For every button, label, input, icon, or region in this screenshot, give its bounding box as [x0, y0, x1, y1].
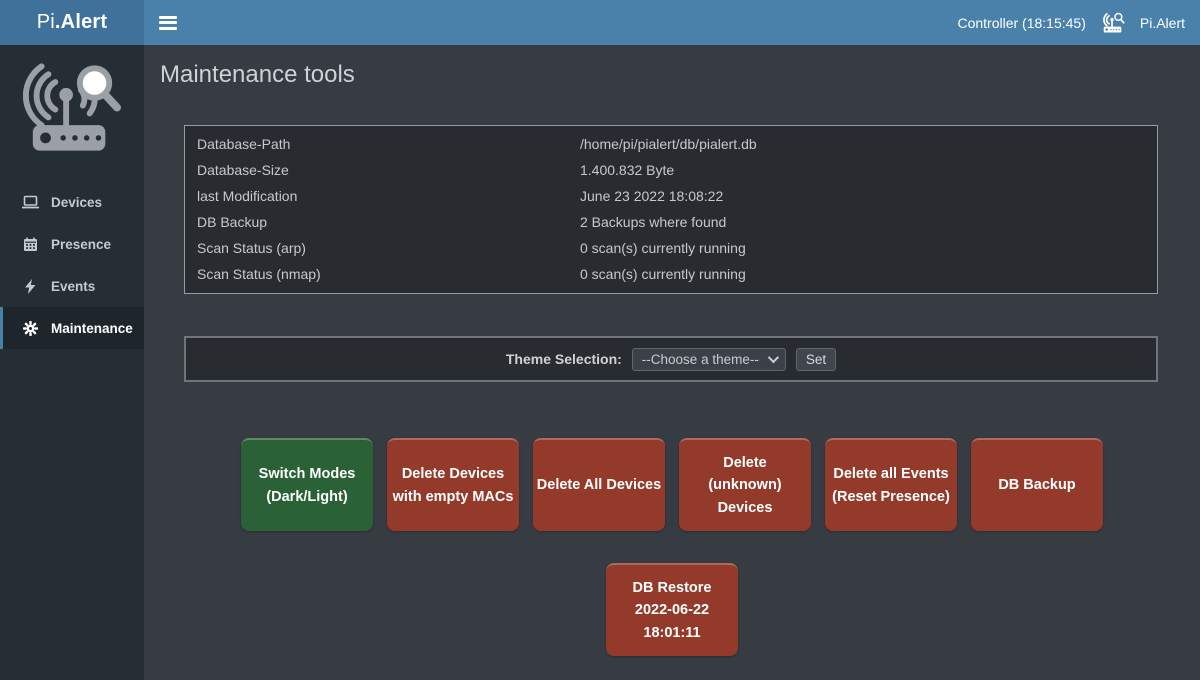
row-label: Scan Status (nmap): [197, 266, 321, 282]
sidebar-item-label: Events: [51, 278, 96, 294]
controller-status[interactable]: Controller (18:15:45): [957, 14, 1086, 31]
brand-logo[interactable]: Pi .Alert: [0, 0, 144, 45]
theme-select[interactable]: --Choose a theme--: [631, 347, 786, 371]
table-row: Scan Status (nmap) 0 scan(s) currently r…: [185, 261, 1157, 287]
topbar-main: Controller (18:15:45): [144, 0, 1200, 45]
row-label: Database-Path: [197, 136, 291, 152]
delete-unknown-devices-button[interactable]: Delete (unknown) Devices: [679, 438, 811, 531]
restore-button-row: DB Restore 2022-06-22 18:01:11: [144, 563, 1200, 656]
row-label: Database-Size: [197, 162, 289, 178]
sidebar-item-presence[interactable]: Presence: [0, 223, 144, 265]
row-label: last Modification: [197, 188, 298, 204]
row-label: DB Backup: [197, 214, 268, 230]
table-row: DB Backup 2 Backups where found: [185, 209, 1157, 235]
theme-set-button[interactable]: Set: [795, 347, 837, 371]
db-backup-button[interactable]: DB Backup: [971, 438, 1103, 531]
sidebar-item-maintenance[interactable]: Maintenance: [0, 307, 144, 349]
delete-all-devices-button[interactable]: Delete All Devices: [533, 438, 665, 531]
hamburger-menu-icon[interactable]: [159, 15, 177, 30]
switch-modes-button[interactable]: Switch Modes (Dark/Light): [241, 438, 373, 531]
theme-select-value: --Choose a theme--: [641, 351, 759, 367]
calendar-icon: [22, 237, 39, 252]
sidebar-menu: Devices Presence Events Maintenance: [0, 181, 144, 349]
bolt-icon: [22, 278, 39, 294]
row-value: 1.400.832 Byte: [580, 162, 675, 178]
database-info-panel: Database-Path /home/pi/pialert/db/pialer…: [184, 125, 1158, 294]
sidebar: Devices Presence Events Maintenance: [0, 45, 144, 680]
row-value: 0 scan(s) currently running: [580, 266, 746, 282]
row-label: Scan Status (arp): [197, 240, 306, 256]
top-header: Pi .Alert Controller (18:15:45): [0, 0, 1200, 45]
table-row: Database-Size 1.400.832 Byte: [185, 157, 1157, 183]
sidebar-item-label: Devices: [51, 194, 103, 210]
laptop-icon: [22, 195, 39, 210]
pialert-logo-icon: [1100, 12, 1126, 34]
page-title: Maintenance tools: [160, 61, 355, 88]
sidebar-item-devices[interactable]: Devices: [0, 181, 144, 223]
action-button-row: Switch Modes (Dark/Light) Delete Devices…: [144, 438, 1200, 531]
user-menu[interactable]: Pi.Alert: [1139, 14, 1185, 31]
table-row: Database-Path /home/pi/pialert/db/pialer…: [185, 131, 1157, 157]
row-value: /home/pi/pialert/db/pialert.db: [580, 136, 757, 152]
main-content: Maintenance tools Database-Path /home/pi…: [144, 45, 1200, 680]
delete-all-events-button[interactable]: Delete all Events (Reset Presence): [825, 438, 957, 531]
theme-selection-panel: Theme Selection: --Choose a theme-- Set: [184, 336, 1158, 382]
router-scan-logo: [0, 45, 144, 157]
delete-empty-macs-button[interactable]: Delete Devices with empty MACs: [387, 438, 519, 531]
brand-text-bold: .Alert: [54, 11, 108, 33]
topbar-right: Controller (18:15:45): [957, 12, 1185, 34]
db-restore-button[interactable]: DB Restore 2022-06-22 18:01:11: [606, 563, 738, 656]
sidebar-item-label: Presence: [51, 236, 112, 252]
row-value: 2 Backups where found: [580, 214, 727, 230]
table-row: last Modification June 23 2022 18:08:22: [185, 183, 1157, 209]
row-value: June 23 2022 18:08:22: [580, 188, 724, 204]
brand-text-regular: Pi: [36, 11, 55, 33]
row-value: 0 scan(s) currently running: [580, 240, 746, 256]
table-row: Scan Status (arp) 0 scan(s) currently ru…: [185, 235, 1157, 261]
sidebar-item-label: Maintenance: [51, 320, 133, 336]
sidebar-item-events[interactable]: Events: [0, 265, 144, 307]
chevron-down-icon: [767, 351, 779, 364]
theme-selection-label: Theme Selection:: [505, 351, 622, 367]
gear-icon: [22, 320, 39, 336]
